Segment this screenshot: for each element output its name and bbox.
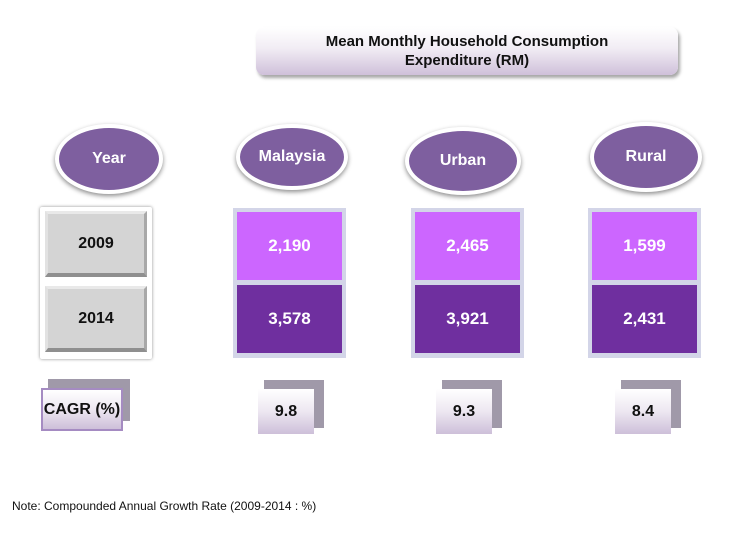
year-column: 2009 2014: [40, 207, 152, 359]
header-malaysia-label: Malaysia: [258, 148, 326, 165]
cagr-malaysia-value: 9.8: [274, 402, 298, 420]
rural-2014-cell: 2,431: [592, 285, 697, 353]
header-urban-label: Urban: [439, 152, 487, 169]
year-2014-cell: 2014: [45, 286, 147, 352]
title-line-1: Mean Monthly Household Consumption: [325, 33, 609, 50]
urban-column: 2,465 3,921: [411, 208, 524, 358]
header-rural-label: Rural: [625, 148, 667, 165]
malaysia-2014-value: 3,578: [268, 309, 311, 328]
header-urban: Urban: [405, 127, 521, 195]
malaysia-2009-value: 2,190: [268, 236, 311, 255]
malaysia-column: 2,190 3,578: [233, 208, 346, 358]
header-malaysia: Malaysia: [236, 124, 348, 190]
header-year-label: Year: [92, 150, 126, 167]
year-2009-cell: 2009: [45, 211, 147, 277]
cagr-label-box: CAGR (%): [41, 388, 123, 431]
cagr-malaysia-box: 9.8: [258, 389, 314, 434]
title-line-2: Expenditure (RM): [404, 52, 530, 69]
rural-2009-cell: 1,599: [592, 212, 697, 280]
chart-title: Mean Monthly Household Consumption Expen…: [256, 27, 678, 75]
urban-2014-value: 3,921: [446, 309, 489, 328]
malaysia-2014-cell: 3,578: [237, 285, 342, 353]
cagr-rural-value: 8.4: [631, 402, 655, 420]
cagr-label: CAGR (%): [43, 400, 121, 418]
malaysia-2009-cell: 2,190: [237, 212, 342, 280]
urban-2014-cell: 3,921: [415, 285, 520, 353]
header-year: Year: [55, 124, 163, 194]
footnote: Note: Compounded Annual Growth Rate (200…: [12, 499, 317, 513]
rural-column: 1,599 2,431: [588, 208, 701, 358]
cagr-rural-box: 8.4: [615, 389, 671, 434]
urban-2009-cell: 2,465: [415, 212, 520, 280]
header-rural: Rural: [590, 122, 702, 192]
rural-2009-value: 1,599: [623, 236, 666, 255]
year-2014-label: 2014: [78, 309, 114, 327]
urban-2009-value: 2,465: [446, 236, 489, 255]
year-2009-label: 2009: [78, 234, 114, 252]
cagr-urban-value: 9.3: [452, 402, 476, 420]
cagr-urban-box: 9.3: [436, 389, 492, 434]
rural-2014-value: 2,431: [623, 309, 666, 328]
